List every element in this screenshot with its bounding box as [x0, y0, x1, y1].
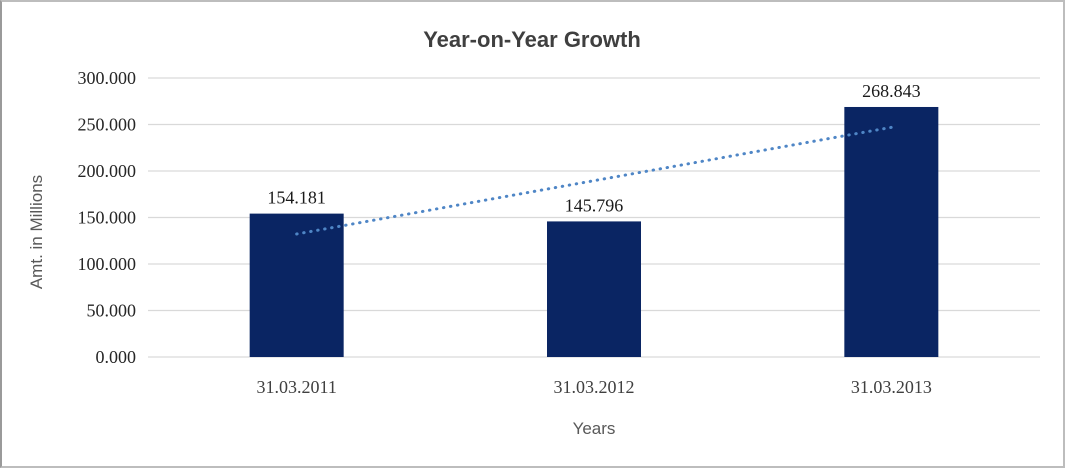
y-tick-label: 250.000: [78, 115, 137, 135]
y-tick-label: 150.000: [78, 208, 137, 228]
x-category-label: 31.03.2012: [554, 377, 635, 397]
bar: [249, 213, 344, 357]
chart-title: Year-on-Year Growth: [423, 27, 641, 52]
data-labels: 154.181 145.796 268.843: [267, 81, 920, 215]
y-axis-title: Amt. in Millions: [27, 175, 46, 289]
x-category-label: 31.03.2011: [256, 377, 336, 397]
y-tick-label: 0.000: [96, 347, 137, 367]
bar-data-label: 145.796: [565, 195, 624, 215]
x-axis-category-labels: 31.03.2011 31.03.2012 31.03.2013: [256, 377, 931, 397]
y-axis-tick-labels: 0.000 50.000 100.000 150.000 200.000 250.000 3…: [78, 68, 137, 367]
x-category-label: 31.03.2013: [851, 377, 932, 397]
y-tick-label: 200.000: [78, 161, 137, 181]
y-tick-label: 100.000: [78, 254, 137, 274]
linear-trendline: [295, 125, 893, 236]
bar-data-label: 268.843: [862, 81, 921, 101]
bar-data-label: 154.181: [267, 188, 326, 208]
bar-series: [249, 106, 939, 357]
x-axis-title: Years: [573, 419, 616, 438]
bar: [844, 106, 939, 357]
y-tick-label: 50.000: [87, 301, 137, 321]
bar: [547, 221, 641, 357]
y-tick-label: 300.000: [78, 68, 137, 88]
